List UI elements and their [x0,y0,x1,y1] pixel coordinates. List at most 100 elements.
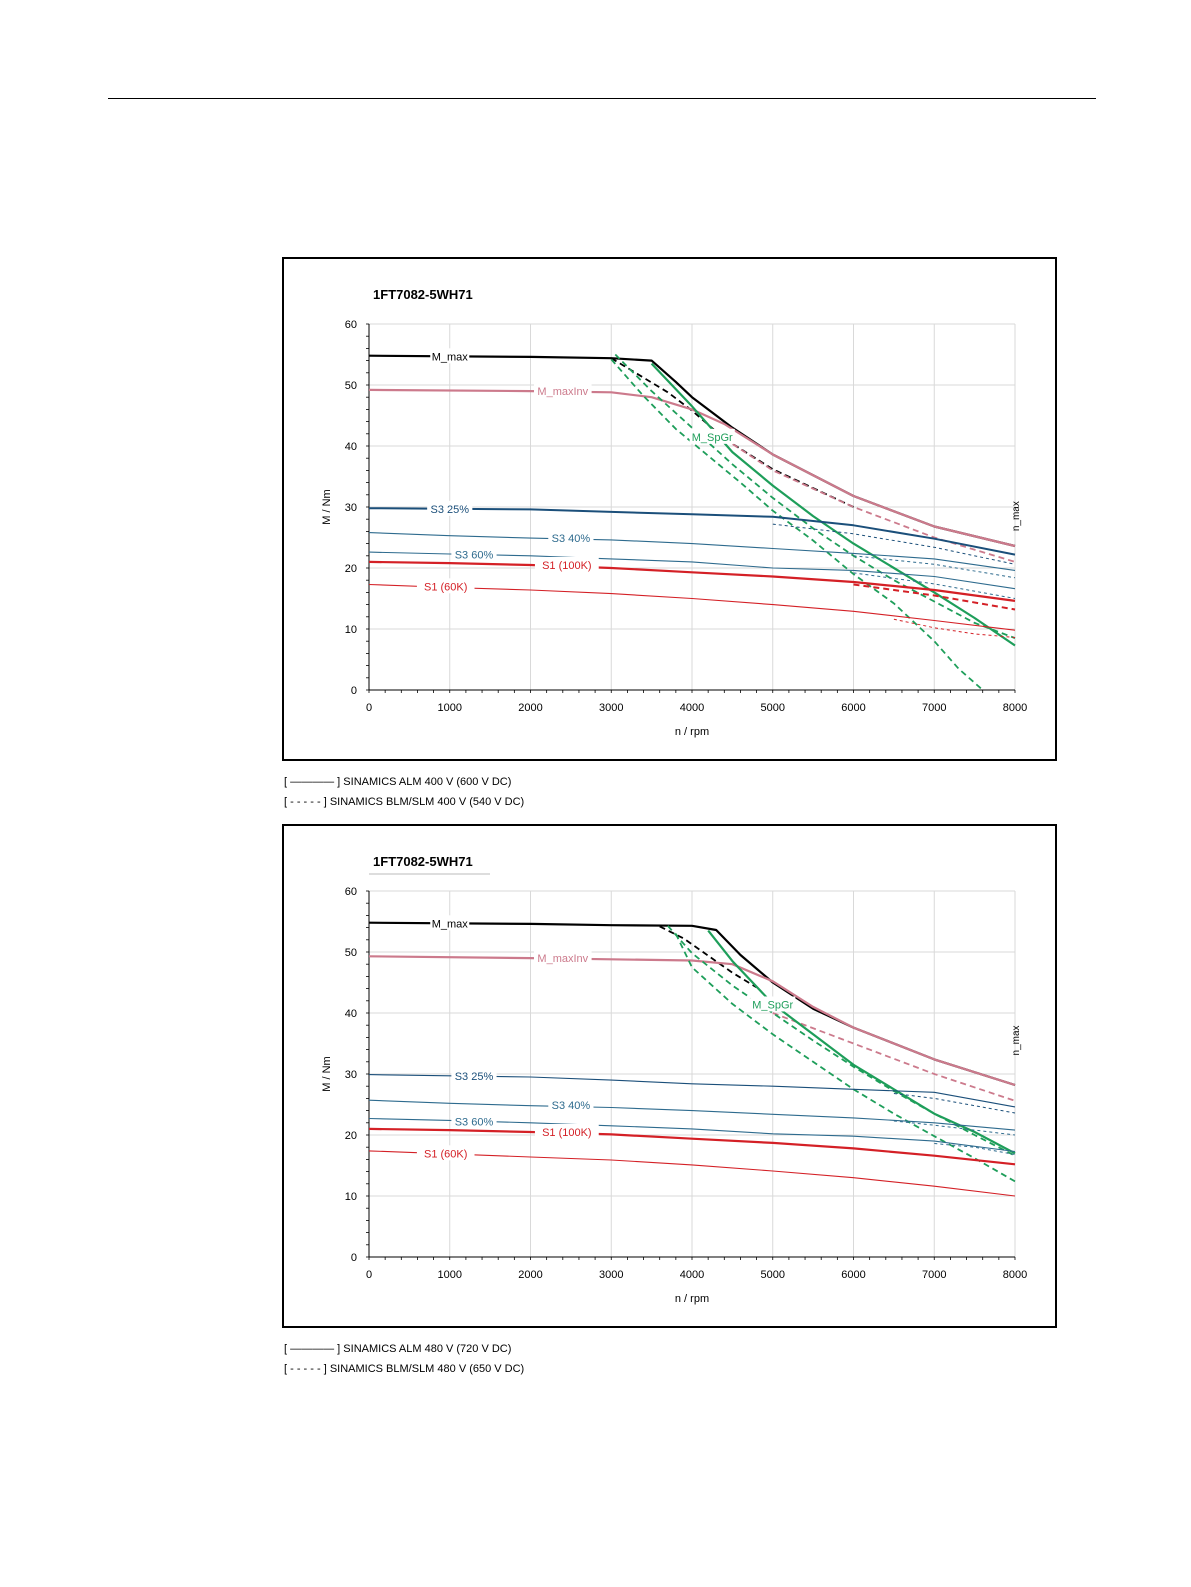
series-label-s1-100k-: S1 (100K) [542,560,592,572]
series-line-m-spgr-blm-1 [667,925,1016,1157]
series-line-s3-25-blm [772,523,1016,565]
chart-title: 1FT7082-5WH71 [373,854,473,869]
y-tick-label: 20 [345,1130,357,1142]
y-tick-label: 40 [345,441,357,453]
series-label-bg [427,500,473,516]
legend-entry-solid-2: [ ———— ] SINAMICS ALM 480 V (720 V DC) [284,1343,511,1355]
series-line-m-max-blm [659,925,758,989]
series-line-s3-25-blm [893,1093,1016,1114]
series-label-bg [451,1067,497,1083]
y-tick-label: 60 [345,319,357,331]
series-label-s3-60-: S3 60% [455,550,494,562]
x-tick-label: 1000 [438,702,462,714]
series-label-bg [430,915,470,931]
legend-marker-solid: [ ———— ] [284,776,341,788]
legend-text: SINAMICS BLM/SLM 480 V (650 V DC) [329,1363,525,1375]
legend-entry-dashed-2: [ - - - - - ] SINAMICS BLM/SLM 480 V (65… [284,1363,524,1375]
series-label-bg [451,546,497,562]
x-tick-label: 5000 [761,1269,785,1281]
x-tick-label: 2000 [518,702,542,714]
series-line-m-spgr-blm-2 [610,358,984,691]
x-tick-label: 5000 [761,702,785,714]
legend-entry-dashed-1: [ - - - - - ] SINAMICS BLM/SLM 400 V (54… [284,796,524,808]
series-label-bg [534,950,592,966]
y-tick-label: 0 [351,1252,357,1264]
x-axis-label: n / rpm [675,726,709,738]
n-max-label: n_max [1011,501,1022,531]
legend-text: SINAMICS BLM/SLM 400 V (540 V DC) [329,796,525,808]
y-axis-label: M / Nm [321,489,333,524]
y-tick-label: 0 [351,685,357,697]
y-tick-label: 20 [345,563,357,575]
series-label-s3-40-: S3 40% [552,1100,591,1112]
series-label-bg [416,1145,475,1161]
series-line-m-spgr [707,929,1016,1155]
series-label-m-maxinv: M_maxInv [537,386,588,398]
series-line-s1-100k- [368,560,1016,602]
chart-frame-2 [282,824,1057,1328]
series-line-s1-60k- [368,1150,1016,1197]
series-line-s3-40- [368,532,1016,571]
x-tick-label: 1000 [438,1269,462,1281]
legend-text: SINAMICS ALM 480 V (720 V DC) [343,1343,512,1355]
y-tick-label: 30 [345,502,357,514]
x-tick-label: 8000 [1003,702,1027,714]
y-tick-label: 10 [345,624,357,636]
series-line-m-spgr-blm-1 [614,353,1016,639]
series-label-s3-25-: S3 25% [455,1071,494,1083]
series-line-s1-60k- [368,583,1016,631]
series-label-s3-40-: S3 40% [552,533,591,545]
y-axis-label: M / Nm [321,1056,333,1091]
series-label-bg [534,556,599,572]
x-tick-label: 6000 [841,1269,865,1281]
x-tick-label: 4000 [680,702,704,714]
series-label-s3-25-: S3 25% [430,504,469,516]
x-tick-label: 0 [366,702,372,714]
series-line-m-maxinv-blm [723,437,1016,563]
series-label-bg [430,348,470,364]
page-top-rule [108,98,1096,99]
series-line-s3-40-blm [893,1120,1016,1136]
series-line-s1-100k-blm [853,583,1016,611]
x-tick-label: 3000 [599,1269,623,1281]
y-tick-label: 10 [345,1191,357,1203]
chart-2: 1FT7082-5WH71 0 10 20 30 40 50 60 0 1000 2000 3000 4… [321,854,1027,1305]
x-tick-label: 3000 [599,702,623,714]
chart-frame-1 [282,257,1057,761]
legend-marker-dashed: [ - - - - - ] [284,796,327,808]
series-line-m-maxinv-blm [772,1012,1016,1102]
x-tick-label: 0 [366,1269,372,1281]
legend-text: SINAMICS ALM 400 V (600 V DC) [343,776,512,788]
series-label-s1-60k-: S1 (60K) [424,581,467,593]
series-line-s3-40- [368,1099,1016,1131]
legend-marker-dashed: [ - - - - - ] [284,1363,327,1375]
series-line-s1-100k- [368,1127,1016,1166]
series-line-m-spgr [650,362,1016,647]
series-label-bg [689,428,735,444]
chart-title: 1FT7082-5WH71 [373,287,473,302]
x-tick-label: 7000 [922,1269,946,1281]
series-label-bg [416,578,475,594]
series-label-s1-100k-: S1 (100K) [542,1127,592,1139]
series-label-bg [548,1097,594,1113]
series-label-s3-60-: S3 60% [455,1117,494,1129]
x-tick-label: 7000 [922,702,946,714]
x-tick-label: 6000 [841,702,865,714]
series-label-bg [750,996,796,1012]
series-line-s1-60k-blm [893,618,1016,638]
series-label-s1-60k-: S1 (60K) [424,1148,467,1160]
series-label-bg [534,383,592,399]
legend-entry-solid-1: [ ———— ] SINAMICS ALM 400 V (600 V DC) [284,776,511,788]
series-label-m-spgr: M_SpGr [692,432,733,444]
y-tick-label: 60 [345,886,357,898]
series-label-m-max: M_max [432,351,469,363]
series-label-bg [451,1113,497,1129]
series-label-m-maxinv: M_maxInv [537,953,588,965]
series-label-m-spgr: M_SpGr [752,999,793,1011]
y-tick-label: 40 [345,1008,357,1020]
x-axis-label: n / rpm [675,1293,709,1305]
y-tick-label: 30 [345,1069,357,1081]
x-tick-label: 2000 [518,1269,542,1281]
x-tick-label: 8000 [1003,1269,1027,1281]
